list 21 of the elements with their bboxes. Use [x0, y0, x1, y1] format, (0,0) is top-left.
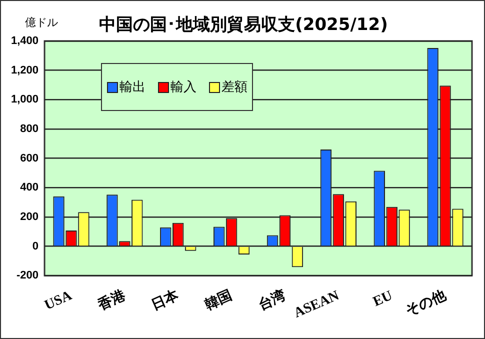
chart-title: 中国の国･地域別貿易収支(2025/12)	[99, 15, 388, 35]
y-tick-label: 0	[32, 240, 39, 252]
x-tick-label: 日本	[149, 287, 182, 314]
x-tick-label: 台湾	[256, 286, 288, 314]
y-tick-label: 1,200	[10, 64, 39, 76]
y-tick-label: 400	[20, 182, 39, 194]
y-tick-label: 1,000	[10, 94, 39, 106]
y-axis-title: 億ドル	[25, 15, 58, 30]
legend-label: 差額	[222, 79, 248, 96]
legend-label: 輸入	[170, 79, 196, 96]
x-tick-label: 香港	[94, 287, 129, 314]
y-tick-label: 600	[20, 152, 39, 164]
y-tick-label: 1,400	[10, 35, 39, 48]
x-tick-label: EU	[371, 288, 395, 310]
y-tick-label: -200	[16, 270, 39, 282]
legend-label: 輸出	[120, 79, 146, 96]
x-tick-label: その他	[403, 287, 450, 320]
y-tick-label: 800	[20, 123, 39, 136]
y-tick-label: 200	[20, 210, 39, 223]
x-tick-label: 韓国	[202, 288, 235, 314]
x-tick-label: USA	[42, 288, 74, 314]
